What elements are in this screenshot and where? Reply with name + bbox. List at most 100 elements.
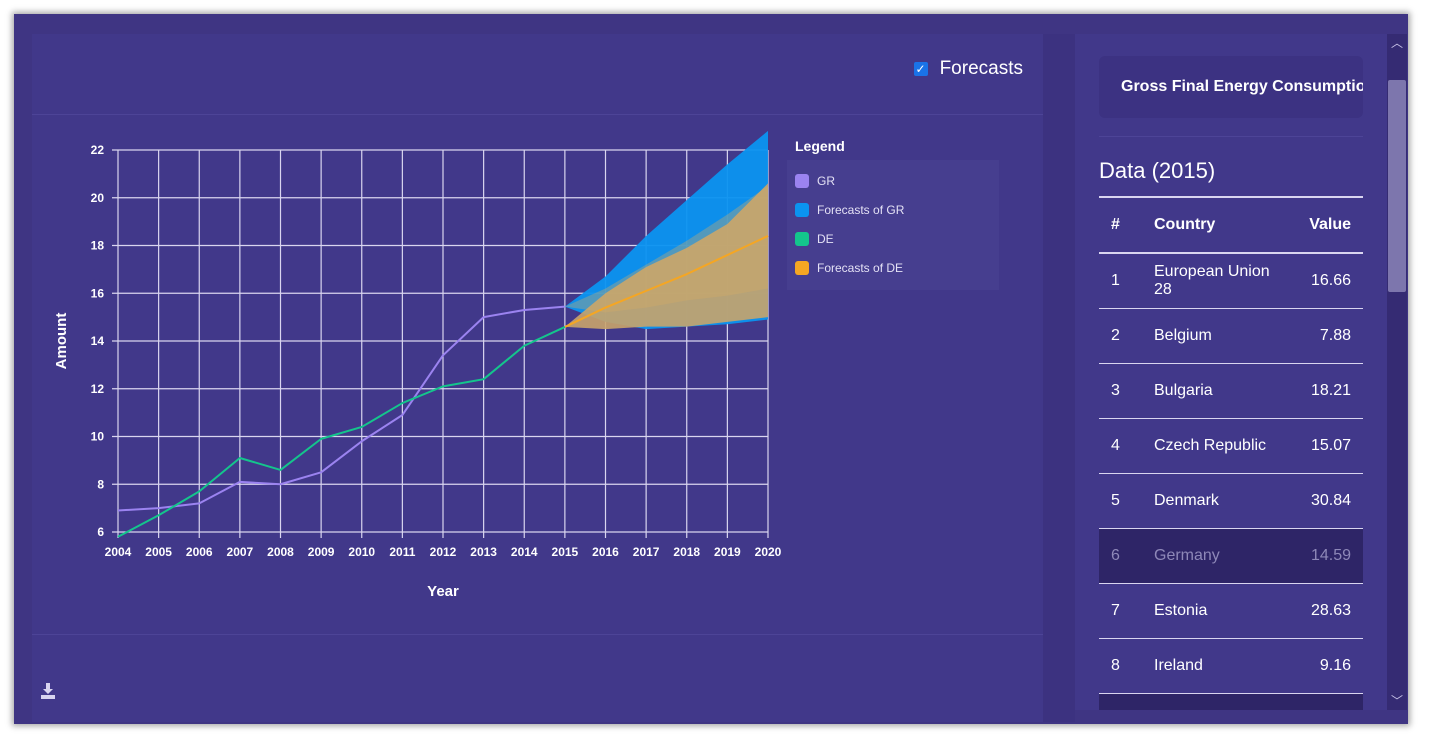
chart-panel: ✓ Forecasts 2004 2005 2006 2007 2008 2009 2010… <box>32 34 1043 722</box>
table-row[interactable]: 6 Germany 14.59 <box>1099 528 1363 584</box>
x-tick-label: 2016 <box>592 545 619 559</box>
forecasts-label: Forecasts <box>939 58 1023 79</box>
legend-item[interactable]: Forecasts of DE <box>795 253 991 282</box>
table-cell-country: Germany <box>1153 528 1286 584</box>
x-tick-label: 2014 <box>511 545 538 559</box>
table-cell-rank: 4 <box>1099 418 1153 474</box>
checkbox-checked-icon[interactable]: ✓ <box>913 62 928 76</box>
divider <box>1099 136 1363 137</box>
legend-item[interactable]: DE <box>795 224 991 253</box>
table-cell-rank: 5 <box>1099 473 1153 529</box>
legend-swatch <box>795 202 809 217</box>
scroll-up-icon[interactable]: ︿ <box>1390 36 1403 50</box>
line-chart: 2004 2005 2006 2007 2008 2009 2010 2011 2012 2013… <box>53 130 782 600</box>
table-cell-country: Denmark <box>1153 473 1286 529</box>
legend-item[interactable]: GR <box>795 166 991 195</box>
panel-gutter <box>1043 34 1075 722</box>
column-header-country: Country <box>1153 196 1286 254</box>
x-tick-label: 2015 <box>552 545 579 559</box>
table-row[interactable]: 1 European Union 28 16.66 <box>1099 253 1363 309</box>
de-series-line <box>117 326 566 538</box>
table-cell-rank: 8 <box>1099 638 1153 694</box>
legend-label: GR <box>817 173 835 188</box>
table-cell-country: Estonia <box>1153 583 1286 639</box>
gr-series-line <box>117 305 565 512</box>
table-row[interactable]: 9Greece15.44 <box>1099 693 1363 710</box>
x-tick-label: 2010 <box>348 545 375 559</box>
table-cell-value: 18.21 <box>1286 363 1363 419</box>
table-row[interactable]: 7 Estonia 28.63 <box>1099 583 1363 639</box>
divider <box>32 634 1043 635</box>
table-cell-country: Greece <box>1153 693 1286 710</box>
de-forecast-band <box>564 183 768 330</box>
divider <box>32 114 1043 115</box>
legend-swatch <box>795 231 809 246</box>
table-cell-country: Bulgaria <box>1153 363 1286 419</box>
indicator-select[interactable]: Gross Final Energy Consumption ⌄ <box>1099 56 1363 118</box>
table-cell-value: 28.63 <box>1286 583 1363 639</box>
gr-forecast-inner-band <box>564 185 768 313</box>
table-cell-country: Czech Republic <box>1153 418 1286 474</box>
download-icon[interactable] <box>40 682 56 700</box>
x-tick-label: 2004 <box>105 545 132 559</box>
table-row[interactable]: 3 Bulgaria 18.21 <box>1099 363 1363 419</box>
y-tick-label: 16 <box>91 286 105 300</box>
x-tick-label: 2011 <box>389 545 415 559</box>
legend: Legend GR Forecasts of GR DE Forecasts of D… <box>787 138 999 290</box>
table-row[interactable]: 4 Czech Republic 15.07 <box>1099 418 1363 474</box>
table-cell-country: Ireland <box>1153 638 1286 694</box>
table-row[interactable]: 5 Denmark 30.84 <box>1099 473 1363 529</box>
x-tick-label: 2005 <box>145 545 172 559</box>
column-header-value: Value <box>1286 196 1363 254</box>
legend-label: Forecasts of DE <box>817 260 904 275</box>
scrollbar[interactable]: ︿ ﹀ <box>1387 34 1407 710</box>
y-tick-label: 22 <box>91 143 105 157</box>
x-tick-label: 2019 <box>714 545 741 559</box>
table-cell-value: 7.88 <box>1286 308 1363 364</box>
table-cell-country: European Union 28 <box>1153 253 1286 309</box>
y-tick-label: 12 <box>91 382 105 396</box>
forecasts-toggle[interactable]: ✓ Forecasts <box>913 58 1023 80</box>
data-table: # Country Value 1 European Union 28 16.66 2… <box>1099 196 1363 710</box>
table-cell-country: Belgium <box>1153 308 1286 364</box>
y-tick-label: 8 <box>97 477 104 491</box>
legend-label: DE <box>817 231 834 246</box>
data-side-panel: Gross Final Energy Consumption ⌄ Data (2… <box>1075 34 1387 710</box>
y-tick-label: 18 <box>91 239 105 253</box>
table-cell-value: 14.59 <box>1286 528 1363 584</box>
legend-title: Legend <box>795 138 845 154</box>
y-tick-label: 10 <box>91 430 105 444</box>
table-cell-rank: 7 <box>1099 583 1153 639</box>
scroll-thumb[interactable] <box>1388 80 1406 292</box>
table-row[interactable]: 8 Ireland 9.16 <box>1099 638 1363 694</box>
table-cell-rank: 6 <box>1099 528 1153 584</box>
legend-item[interactable]: Forecasts of GR <box>795 195 991 224</box>
legend-label: Forecasts of GR <box>817 202 905 217</box>
legend-swatch <box>795 260 809 275</box>
x-tick-label: 2006 <box>186 545 213 559</box>
x-tick-label: 2013 <box>470 545 497 559</box>
de-forecast-line <box>564 235 769 328</box>
table-row[interactable]: 2 Belgium 7.88 <box>1099 308 1363 364</box>
x-tick-label: 2018 <box>673 545 700 559</box>
legend-swatch <box>795 173 809 188</box>
y-tick-label: 20 <box>91 191 105 205</box>
table-header-row: # Country Value <box>1099 196 1363 254</box>
y-tick-label: 14 <box>91 334 105 348</box>
table-cell-value: 15.44 <box>1286 693 1363 710</box>
table-cell-rank: 1 <box>1099 253 1153 309</box>
table-cell-rank: 3 <box>1099 363 1153 419</box>
table-cell-value: 15.07 <box>1286 418 1363 474</box>
scroll-down-icon[interactable]: ﹀ <box>1390 694 1403 708</box>
indicator-select-value: Gross Final Energy Consumption <box>1121 78 1363 95</box>
table-cell-rank: 2 <box>1099 308 1153 364</box>
y-tick-label: 6 <box>97 525 104 539</box>
column-header-rank: # <box>1099 196 1153 254</box>
x-tick-label: 2012 <box>430 545 457 559</box>
x-axis-label: Year <box>427 583 459 600</box>
table-cell-value: 16.66 <box>1286 253 1363 309</box>
y-axis-label: Amount <box>53 313 70 370</box>
table-cell-rank: 9 <box>1099 693 1153 710</box>
x-tick-label: 2008 <box>267 545 294 559</box>
table-cell-value: 9.16 <box>1286 638 1363 694</box>
